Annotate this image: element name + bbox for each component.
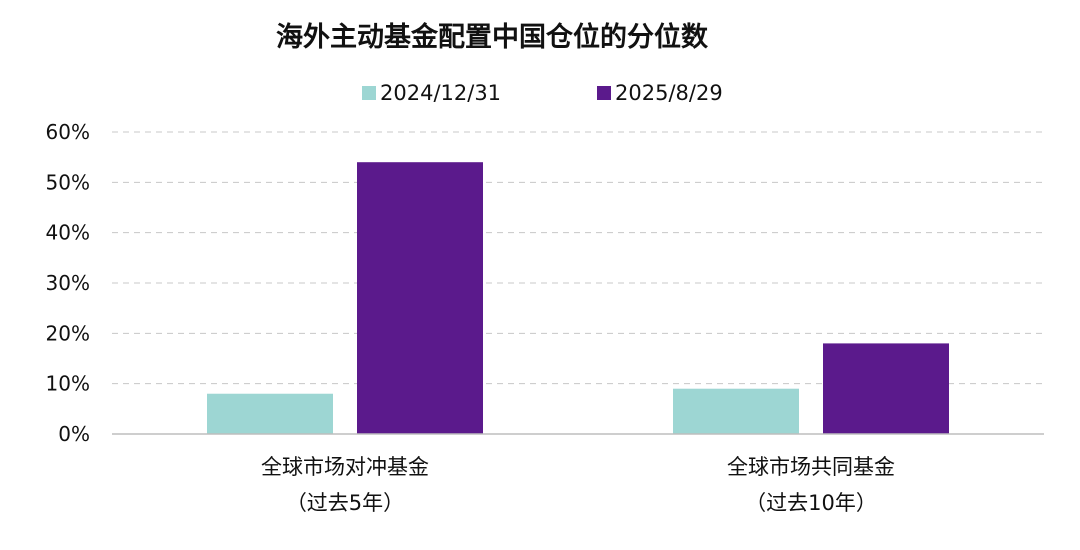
bars xyxy=(207,162,949,434)
bar-series-1 xyxy=(207,393,333,434)
y-tick-label: 30% xyxy=(46,271,90,295)
legend-swatch xyxy=(597,86,611,100)
legend: 2024/12/31 2025/8/29 xyxy=(362,81,723,105)
y-tick-label: 50% xyxy=(46,170,90,194)
x-category-label: （过去5年） xyxy=(286,491,404,515)
x-category-label: （过去10年） xyxy=(745,491,877,515)
chart-title: 海外主动基金配置中国仓位的分位数 xyxy=(276,21,709,53)
y-tick-label: 0% xyxy=(58,422,90,446)
x-category-label: 全球市场对冲基金 xyxy=(261,455,429,479)
y-tick-label: 10% xyxy=(46,372,90,396)
y-tick-label: 20% xyxy=(46,321,90,345)
bar-series-1 xyxy=(673,388,799,434)
y-tick-label: 40% xyxy=(46,221,90,245)
x-category-label: 全球市场共同基金 xyxy=(727,455,895,479)
y-axis-ticks: 0% 10% 20% 30% 40% 50% 60% xyxy=(46,120,90,446)
bar-series-2 xyxy=(823,343,949,434)
x-axis-labels: 全球市场对冲基金 （过去5年） 全球市场共同基金 （过去10年） xyxy=(261,455,895,515)
bar-series-2 xyxy=(357,162,483,434)
legend-swatch xyxy=(362,86,376,100)
y-tick-label: 60% xyxy=(46,120,90,144)
legend-label: 2025/8/29 xyxy=(615,81,723,105)
legend-label: 2024/12/31 xyxy=(380,81,501,105)
gridlines xyxy=(112,131,1044,385)
